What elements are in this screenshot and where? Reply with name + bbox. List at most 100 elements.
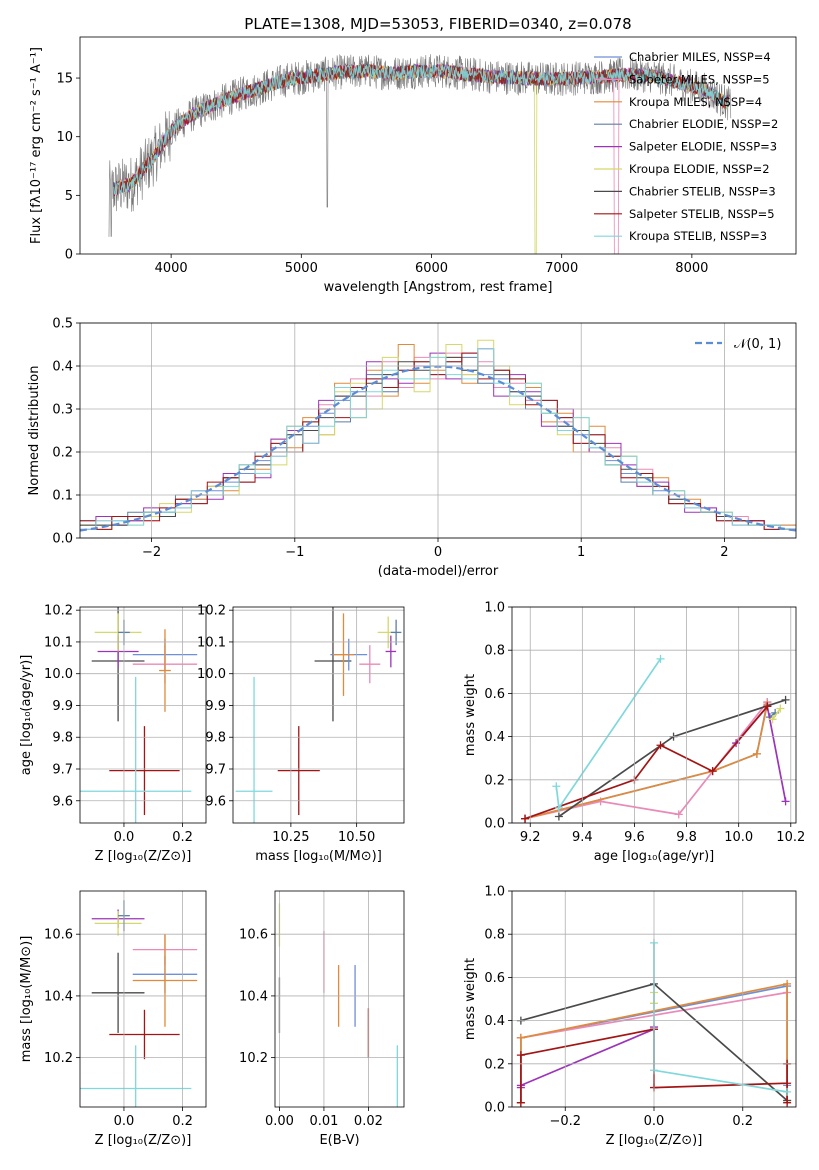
spectrum-x-tick-label: 6000 xyxy=(415,261,448,276)
mass-vs-ebv-frame xyxy=(274,890,405,1108)
age-vs-mass-plot-area xyxy=(235,607,402,823)
residuals-x-tick-label: −1 xyxy=(285,545,304,560)
mass-weight-vs-Z-point-marker xyxy=(516,1098,525,1107)
residuals-x-tick-label: −2 xyxy=(142,545,161,560)
mass-weight-vs-age-point-marker xyxy=(554,812,563,821)
age-vs-mass-x-axis-label: mass [log₁₀(M/M⊙)] xyxy=(255,849,382,864)
spectrum-frame xyxy=(79,36,797,255)
mass-weight-vs-Z-point-marker xyxy=(783,1098,792,1107)
residuals-y-tick-label: 0.2 xyxy=(52,446,73,461)
mass-weight-vs-age-x-tick-label: 10.0 xyxy=(724,830,753,845)
age-vs-mass-y-tick-label: 9.6 xyxy=(205,794,226,809)
mass-vs-ebv-y-tick-label: 10.4 xyxy=(239,989,268,1004)
age-vs-Z-y-tick-label: 9.8 xyxy=(52,731,73,746)
mass-weight-vs-age-series-line xyxy=(524,701,769,820)
mass-weight-vs-age-y-axis-label: mass weight xyxy=(463,674,478,756)
spectrum-plot-area xyxy=(108,54,732,254)
age-vs-Z-y-tick-label: 10.0 xyxy=(44,667,73,682)
spectrum-legend-label: Salpeter ELODIE, NSSP=3 xyxy=(629,140,777,154)
age-vs-Z-x-tick-label: 0.2 xyxy=(172,830,193,845)
mass-weight-vs-Z-y-axis-label: mass weight xyxy=(463,958,478,1040)
mass-weight-vs-Z-x-tick-label: −0.2 xyxy=(549,1114,581,1129)
mass-weight-vs-age-series-line xyxy=(771,708,782,720)
mass-weight-vs-age-series-line xyxy=(769,712,776,718)
mass-weight-vs-age-point-marker xyxy=(768,715,777,724)
age-vs-mass-y-tick-label: 10.1 xyxy=(197,635,226,650)
residuals-x-tick-label: 1 xyxy=(577,545,585,560)
mass-weight-vs-age-y-tick-label: 0.8 xyxy=(484,644,505,659)
spectrum-model-line xyxy=(113,63,729,195)
age-vs-mass-y-tick-label: 10.2 xyxy=(197,604,226,619)
mass-weight-vs-Z-y-tick-label: 0.0 xyxy=(484,1101,505,1116)
mass-weight-vs-age-y-tick-label: 0.4 xyxy=(484,730,505,745)
mass-vs-ebv-x-axis-label: E(B-V) xyxy=(319,1133,359,1148)
mass-weight-vs-Z-point-marker xyxy=(783,979,792,988)
mass-vs-ebv-x-tick-label: 0.02 xyxy=(354,1114,383,1129)
spectrum-y-tick-label: 0 xyxy=(65,248,73,263)
age-vs-mass-y-tick-label: 9.9 xyxy=(205,699,226,714)
mass-weight-vs-age-point-marker xyxy=(708,767,717,776)
mass-weight-vs-Z-series-line xyxy=(653,942,788,1093)
spectrum-y-tick-label: 10 xyxy=(56,130,73,145)
age-vs-Z-plot-area xyxy=(80,607,198,823)
age-vs-mass-y-tick-label: 9.7 xyxy=(205,763,226,778)
mass-weight-vs-age-series-line xyxy=(524,705,768,820)
age-vs-mass-x-tick-label: 10.50 xyxy=(338,830,375,845)
spectrum-legend-label: Chabrier MILES, NSSP=4 xyxy=(629,50,771,64)
mass-vs-Z-y-tick-label: 10.4 xyxy=(44,989,73,1004)
mass-weight-vs-Z-point-marker xyxy=(516,1051,525,1060)
mass-weight-vs-Z-series-line xyxy=(520,1027,655,1088)
mass-weight-vs-age-point-marker xyxy=(554,803,563,812)
mass-weight-vs-age-point-marker xyxy=(781,695,790,704)
spectrum-legend-label: Chabrier STELIB, NSSP=3 xyxy=(629,184,776,198)
mass-weight-vs-Z-x-axis-label: Z [log₁₀(Z/Z⊙)] xyxy=(606,1133,703,1148)
mass-weight-vs-age-series-line xyxy=(524,704,769,820)
mass-weight-vs-age-x-tick-label: 9.2 xyxy=(520,830,541,845)
spectrum-x-tick-label: 4000 xyxy=(155,261,188,276)
mass-weight-vs-Z-frame xyxy=(511,890,797,1108)
age-vs-mass-x-tick-label: 10.25 xyxy=(272,830,309,845)
spectrum-x-axis-label: wavelength [Angstrom, rest frame] xyxy=(324,280,553,295)
spectrum-x-tick-label: 7000 xyxy=(545,261,578,276)
mass-weight-vs-Z-point-marker xyxy=(783,1087,792,1096)
mass-vs-ebv-y-tick-label: 10.2 xyxy=(239,1051,268,1066)
residuals-y-tick-label: 0.1 xyxy=(52,489,73,504)
mass-weight-vs-age-x-tick-label: 10.2 xyxy=(776,830,805,845)
spectrum-x-tick-label: 8000 xyxy=(675,261,708,276)
residuals-y-tick-label: 0.3 xyxy=(52,403,73,418)
age-vs-Z-x-axis-label: Z [log₁₀(Z/Z⊙)] xyxy=(95,849,192,864)
age-vs-mass-frame xyxy=(232,606,405,824)
mass-vs-ebv-x-tick-label: 0.01 xyxy=(309,1114,338,1129)
age-vs-Z-y-tick-label: 10.2 xyxy=(44,604,73,619)
mass-weight-vs-age-y-tick-label: 0.0 xyxy=(484,817,505,832)
mass-weight-vs-Z-y-tick-label: 1.0 xyxy=(484,885,505,900)
mass-weight-vs-age-y-tick-label: 0.2 xyxy=(484,773,505,788)
mass-weight-vs-Z-x-tick-label: 0.0 xyxy=(644,1114,665,1129)
mass-weight-vs-age-series-line xyxy=(555,658,662,811)
spectrum-legend-label: Salpeter MILES, NSSP=5 xyxy=(629,72,770,86)
mass-weight-vs-age-point-marker xyxy=(521,814,530,823)
mass-weight-vs-Z-point-marker xyxy=(783,1079,792,1088)
mass-weight-vs-age-point-marker xyxy=(656,741,665,750)
mass-vs-Z-y-tick-label: 10.6 xyxy=(44,928,73,943)
spectrum-legend-label: Salpeter STELIB, NSSP=5 xyxy=(629,207,775,221)
age-vs-Z-y-axis-label: age [log₁₀(age/yr)] xyxy=(19,655,34,776)
mass-weight-vs-age-point-marker xyxy=(763,702,772,711)
mass-vs-ebv-x-tick-label: 0.00 xyxy=(265,1114,294,1129)
mass-vs-ebv-plot-area xyxy=(278,903,398,1107)
mass-vs-Z-y-axis-label: mass [log₁₀(M/M⊙)] xyxy=(19,936,34,1063)
mass-weight-vs-Z-point-marker xyxy=(516,1033,525,1042)
mass-weight-vs-age-point-marker xyxy=(656,654,665,663)
mass-vs-Z-plot-area xyxy=(80,900,198,1107)
spectrum-x-tick-label: 5000 xyxy=(285,261,318,276)
age-vs-mass-y-tick-label: 10.0 xyxy=(197,667,226,682)
residuals-y-tick-label: 0.4 xyxy=(52,360,73,375)
spectrum-legend-label: Kroupa MILES, NSSP=4 xyxy=(629,95,762,109)
mass-weight-vs-age-y-tick-label: 0.6 xyxy=(484,687,505,702)
mass-vs-Z-y-tick-label: 10.2 xyxy=(44,1051,73,1066)
residual-legend-label: 𝒩(0, 1) xyxy=(734,337,781,352)
mass-weight-vs-age-x-tick-label: 9.4 xyxy=(572,830,593,845)
mass-weight-vs-age-point-marker xyxy=(776,704,785,713)
age-vs-Z-x-tick-label: 0.0 xyxy=(114,830,135,845)
